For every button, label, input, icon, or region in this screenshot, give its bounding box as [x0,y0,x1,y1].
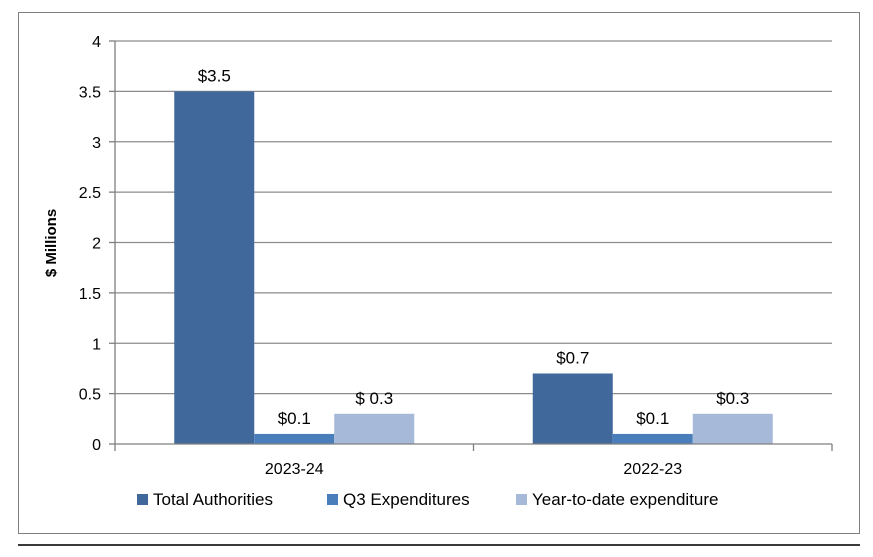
legend-swatch [327,494,338,505]
y-tick-label: 2.5 [79,185,101,202]
legend-label: Total Authorities [153,490,273,509]
bottom-rule [18,544,860,546]
bar [612,433,693,444]
x-tick-label: 2023-24 [265,461,324,478]
data-label: $ 0.3 [355,389,393,408]
data-label: $0.7 [556,348,589,367]
y-tick-label: 1.5 [79,286,101,303]
legend: Total Authorities Q3 Expenditures Year-to-… [137,490,719,509]
chart-frame [18,12,860,534]
legend-swatch [137,494,148,505]
y-tick-label: 3.5 [79,84,101,101]
bar [532,373,613,444]
data-label: $0.1 [278,409,311,428]
data-label: $0.1 [636,409,669,428]
axes: 0 0.5 1 1.5 2 2.5 3 3.5 4 2023-24 2022-23 [79,34,833,478]
y-tick-label: 3 [92,135,101,152]
legend-swatch [516,494,527,505]
bar [254,433,335,444]
y-tick-label: 1 [92,336,101,353]
data-labels: $3.5 $0.1 $ 0.3 $0.7 $0.1 $0.3 [198,66,750,428]
bar [334,413,415,444]
y-tick-label: 0.5 [79,387,101,404]
y-axis-label: $ Millions [43,209,60,277]
y-tick-label: 0 [92,437,101,454]
bars [174,91,773,444]
y-tick-label: 2 [92,236,101,253]
bar [174,91,255,444]
data-label: $3.5 [198,66,231,85]
bar [692,413,773,444]
x-tick-label: 2022-23 [623,461,682,478]
data-label: $0.3 [716,389,749,408]
y-tick-label: 4 [92,34,101,51]
legend-label: Year-to-date expenditure [532,490,719,509]
legend-label: Q3 Expenditures [343,490,470,509]
